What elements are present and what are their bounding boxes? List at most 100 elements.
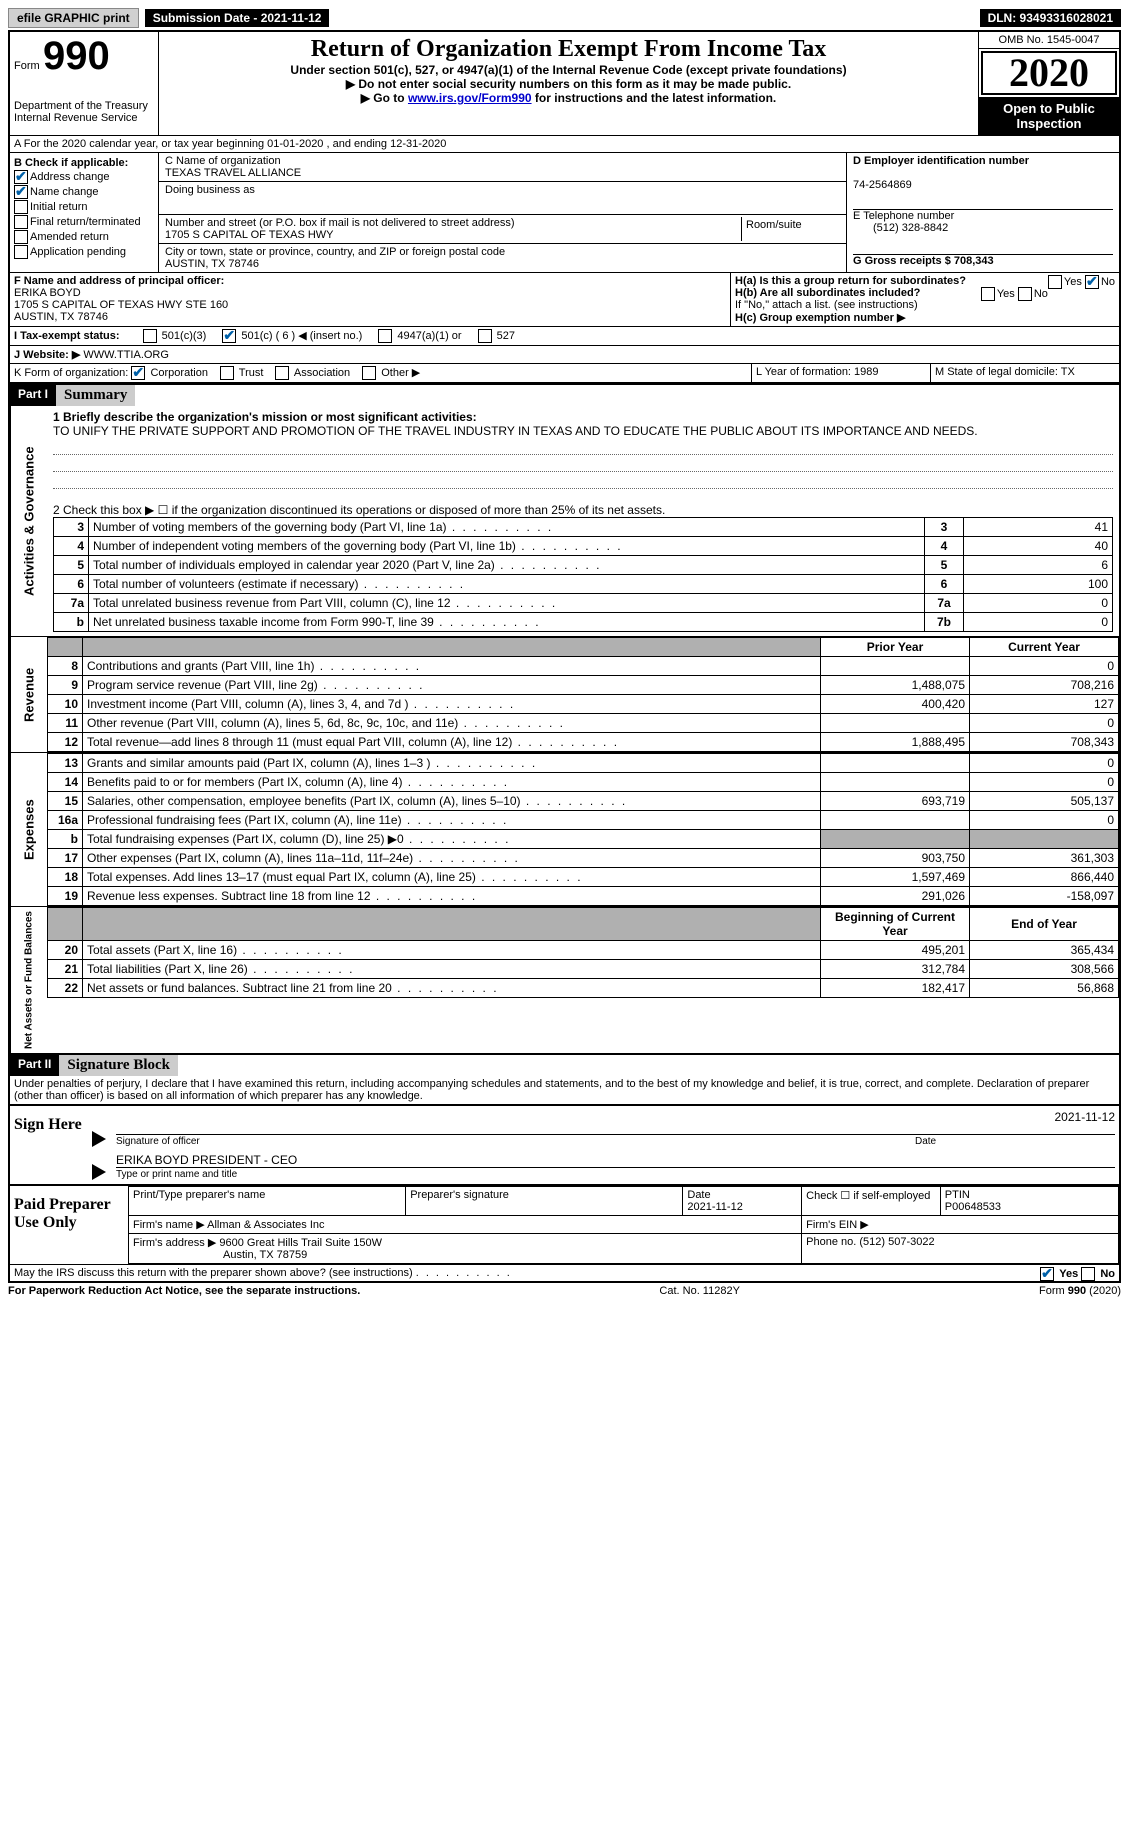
sig-officer-line: Signature of officer: [116, 1134, 915, 1147]
efile-print-button[interactable]: efile GRAPHIC print: [8, 8, 139, 28]
table-row: 6Total number of volunteers (estimate if…: [54, 575, 1113, 594]
governance-table: 3Number of voting members of the governi…: [53, 517, 1113, 632]
part-1-badge: Part I: [10, 385, 56, 406]
checkbox-icon[interactable]: [378, 329, 392, 343]
check-b-item[interactable]: Final return/terminated: [14, 215, 154, 229]
note2-post: for instructions and the latest informat…: [535, 91, 776, 105]
table-row: 19Revenue less expenses. Subtract line 1…: [48, 887, 1119, 906]
officer-name-line: Type or print name and title: [116, 1167, 1115, 1180]
ha-no-checkbox[interactable]: [1085, 275, 1099, 289]
form-note-1: ▶ Do not enter social security numbers o…: [167, 77, 970, 91]
d-ein-label: D Employer identification number: [853, 155, 1029, 167]
discuss-no-checkbox[interactable]: [1081, 1267, 1095, 1281]
checkbox-icon[interactable]: [362, 366, 376, 380]
mission-text: TO UNIFY THE PRIVATE SUPPORT AND PROMOTI…: [53, 424, 1113, 438]
side-label-expenses: Expenses: [10, 753, 47, 906]
part-2-title: Signature Block: [59, 1055, 178, 1076]
form-id-box: Form 990 Department of the Treasury Inte…: [10, 32, 159, 135]
officer-addr2: AUSTIN, TX 78746: [14, 311, 108, 323]
table-row: 11Other revenue (Part VIII, column (A), …: [48, 714, 1119, 733]
expenses-table: 13Grants and similar amounts paid (Part …: [47, 753, 1119, 906]
firm-addr1: 9600 Great Hills Trail Suite 150W: [219, 1237, 382, 1249]
year-box: OMB No. 1545-0047 2020 Open to Public In…: [978, 32, 1119, 135]
checkbox-icon[interactable]: [143, 329, 157, 343]
pra-notice: For Paperwork Reduction Act Notice, see …: [8, 1285, 360, 1297]
prep-date-value: 2021-11-12: [687, 1201, 742, 1213]
tax-status-option[interactable]: 501(c) ( 6 ) ◀ (insert no.): [222, 330, 362, 342]
checkbox-icon[interactable]: [478, 329, 492, 343]
org-form-option[interactable]: Trust: [220, 367, 264, 379]
checkbox-icon[interactable]: [14, 230, 28, 244]
check-b-item[interactable]: Amended return: [14, 230, 154, 244]
tax-status-option[interactable]: 4947(a)(1) or: [378, 330, 461, 342]
dba-label: Doing business as: [159, 182, 846, 215]
ha-label: H(a) Is this a group return for subordin…: [735, 275, 966, 287]
discuss-yes-checkbox[interactable]: [1040, 1267, 1054, 1281]
checkbox-icon[interactable]: [275, 366, 289, 380]
ptin-value: P00648533: [945, 1201, 1001, 1213]
form-word: Form: [14, 60, 40, 72]
table-row: 8Contributions and grants (Part VIII, li…: [48, 657, 1119, 676]
table-row: bNet unrelated business taxable income f…: [54, 613, 1113, 632]
line-a-tax-year: A For the 2020 calendar year, or tax yea…: [10, 136, 1119, 153]
table-row: 18Total expenses. Add lines 13–17 (must …: [48, 868, 1119, 887]
prep-date-label: Date: [687, 1189, 710, 1201]
table-row: 5Total number of individuals employed in…: [54, 556, 1113, 575]
page-footer: For Paperwork Reduction Act Notice, see …: [8, 1283, 1121, 1299]
firm-name: Allman & Associates Inc: [207, 1219, 324, 1231]
q2-label: 2 Check this box ▶ ☐ if the organization…: [53, 503, 1113, 517]
hb-no-checkbox[interactable]: [1018, 287, 1032, 301]
paid-preparer-block: Paid Preparer Use Only Print/Type prepar…: [10, 1184, 1119, 1264]
tax-status-option[interactable]: 527: [478, 330, 515, 342]
firm-ein-label: Firm's EIN ▶: [806, 1219, 869, 1231]
block-d-e-g: D Employer identification number 74-2564…: [846, 153, 1119, 272]
table-row: 9Program service revenue (Part VIII, lin…: [48, 676, 1119, 695]
table-row: 3Number of voting members of the governi…: [54, 518, 1113, 537]
arrow-icon: [92, 1164, 106, 1180]
checkbox-icon[interactable]: [14, 200, 28, 214]
form-subtitle: Under section 501(c), 527, or 4947(a)(1)…: [167, 63, 970, 77]
irs-link[interactable]: www.irs.gov/Form990: [408, 91, 532, 105]
sig-date-value: 2021-11-12: [1055, 1110, 1116, 1124]
officer-name-title: ERIKA BOYD PRESIDENT - CEO: [116, 1153, 1115, 1167]
tax-status-option[interactable]: 501(c)(3): [143, 330, 207, 342]
checkbox-icon[interactable]: [220, 366, 234, 380]
check-b-item[interactable]: Name change: [14, 185, 154, 199]
officer-addr1: 1705 S CAPITAL OF TEXAS HWY STE 160: [14, 299, 228, 311]
check-b-column: B Check if applicable: Address changeNam…: [10, 153, 159, 272]
check-b-item[interactable]: Application pending: [14, 245, 154, 259]
table-row: 13Grants and similar amounts paid (Part …: [48, 754, 1119, 773]
sig-date-line: Date: [915, 1134, 1115, 1147]
hb-yes-checkbox[interactable]: [981, 287, 995, 301]
j-label: J Website: ▶: [14, 349, 80, 361]
org-form-option[interactable]: Corporation: [131, 367, 208, 379]
net-assets-table: Beginning of Current YearEnd of Year20To…: [47, 907, 1119, 998]
org-form-option[interactable]: Other ▶: [362, 367, 420, 379]
prep-name-label: Print/Type preparer's name: [133, 1189, 265, 1201]
side-label-net-assets: Net Assets or Fund Balances: [10, 907, 47, 1053]
form-note-2: ▶ Go to www.irs.gov/Form990 for instruct…: [167, 91, 970, 105]
ha-yes-text: Yes: [1064, 276, 1082, 288]
checkbox-icon[interactable]: [222, 329, 236, 343]
checkbox-icon[interactable]: [14, 185, 28, 199]
q1-label: 1 Briefly describe the organization's mi…: [53, 410, 1113, 424]
discuss-with-preparer: May the IRS discuss this return with the…: [10, 1264, 1119, 1281]
table-header-row: Beginning of Current YearEnd of Year: [48, 908, 1119, 941]
org-form-option[interactable]: Association: [275, 367, 350, 379]
checkbox-icon[interactable]: [14, 215, 28, 229]
ptin-label: PTIN: [945, 1189, 970, 1201]
ha-yes-checkbox[interactable]: [1048, 275, 1062, 289]
revenue-table: Prior YearCurrent Year8Contributions and…: [47, 637, 1119, 752]
expenses-section: Expenses 13Grants and similar amounts pa…: [10, 753, 1119, 907]
firm-phone: (512) 507-3022: [859, 1236, 934, 1248]
checkbox-icon[interactable]: [14, 170, 28, 184]
checkbox-icon[interactable]: [14, 245, 28, 259]
block-c-name: C Name of organization TEXAS TRAVEL ALLI…: [159, 153, 846, 272]
l-year-formation: L Year of formation: 1989: [751, 364, 930, 382]
part-1-header: Part I Summary: [10, 383, 1119, 406]
check-b-item[interactable]: Initial return: [14, 200, 154, 214]
check-b-item[interactable]: Address change: [14, 170, 154, 184]
checkbox-icon[interactable]: [131, 366, 145, 380]
hc-label: H(c) Group exemption number ▶: [735, 312, 905, 324]
table-row: 14Benefits paid to or for members (Part …: [48, 773, 1119, 792]
